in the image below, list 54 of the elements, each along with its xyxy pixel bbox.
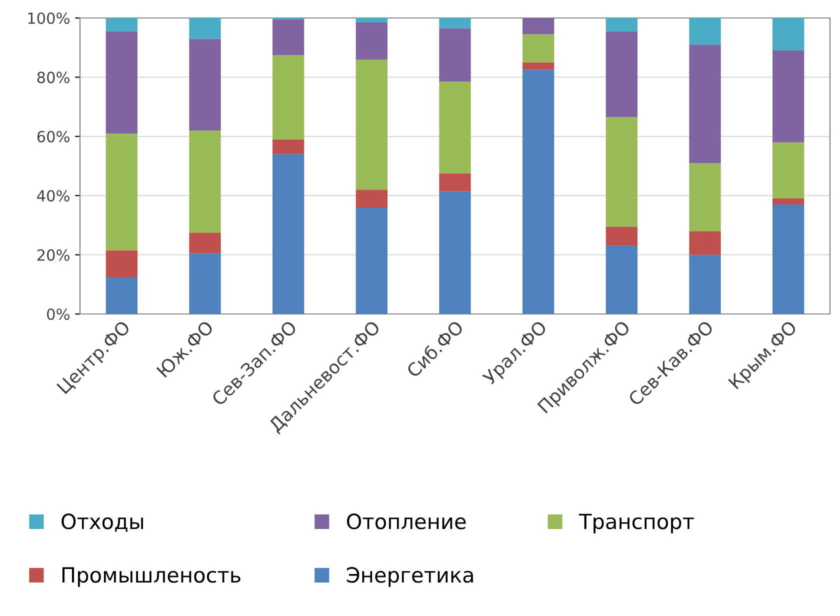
y-tick-label: 80% xyxy=(37,72,70,84)
bar xyxy=(272,19,304,55)
bar xyxy=(189,130,221,233)
bar xyxy=(772,142,804,199)
bar xyxy=(772,204,804,314)
bar xyxy=(272,55,304,140)
bar xyxy=(272,139,304,154)
bar xyxy=(606,18,638,32)
bar xyxy=(439,173,471,192)
bar xyxy=(106,250,138,277)
bar xyxy=(356,207,388,314)
bar xyxy=(439,82,471,174)
bar xyxy=(106,133,138,250)
bar xyxy=(189,38,221,130)
bar xyxy=(606,226,638,246)
bar xyxy=(189,18,221,39)
bar xyxy=(606,246,638,314)
bar xyxy=(689,44,721,164)
bar xyxy=(689,18,721,45)
y-tick-label: 60% xyxy=(37,130,70,142)
legend-label: Промышленость xyxy=(62,567,240,587)
bar xyxy=(439,191,471,314)
bar xyxy=(356,59,388,190)
bar xyxy=(189,253,221,314)
bar xyxy=(189,232,221,254)
bar xyxy=(106,31,138,134)
bar xyxy=(522,62,554,70)
bar xyxy=(689,254,721,314)
bar xyxy=(772,18,804,51)
bar xyxy=(772,198,804,204)
legend-label: Отходы xyxy=(62,514,144,532)
bar xyxy=(522,70,554,314)
bar xyxy=(356,18,388,22)
bar xyxy=(439,28,471,82)
bar xyxy=(689,163,721,232)
bar xyxy=(689,231,721,255)
bar xyxy=(522,18,554,34)
legend-label: Энергетика xyxy=(346,567,473,587)
bar xyxy=(606,117,638,227)
y-tick-label: 0% xyxy=(47,308,70,320)
legend-label: Отопление xyxy=(346,514,466,530)
bar xyxy=(356,190,388,208)
bar xyxy=(439,18,471,28)
bar xyxy=(606,31,638,118)
bar xyxy=(272,154,304,314)
y-tick-label: 40% xyxy=(37,190,70,202)
y-tick-label: 100% xyxy=(28,12,70,24)
y-tick-label: 20% xyxy=(37,249,70,261)
bar xyxy=(106,277,138,314)
bar xyxy=(772,50,804,142)
bar xyxy=(522,34,554,62)
bar xyxy=(106,18,138,32)
bar xyxy=(356,22,388,60)
legend-label: Транспорт xyxy=(578,514,694,534)
